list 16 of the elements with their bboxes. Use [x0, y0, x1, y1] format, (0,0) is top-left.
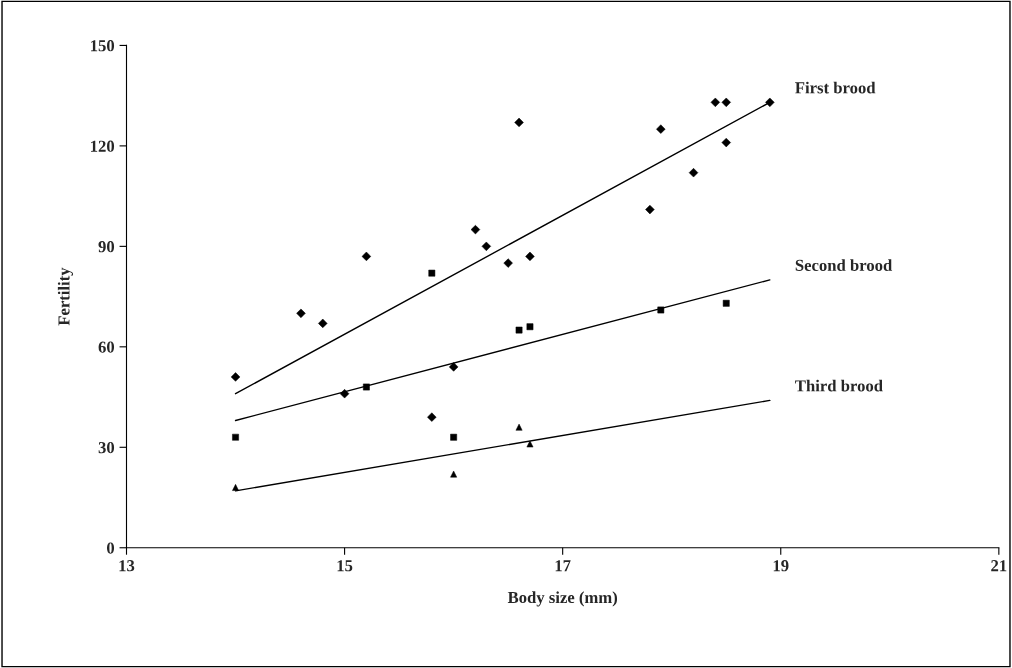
series-label: Second brood [795, 259, 893, 271]
y-tick-label: 120 [91, 140, 115, 152]
x-tick-label: 17 [555, 560, 571, 572]
x-tick-label: 21 [991, 560, 1007, 572]
x-tick-label: 19 [773, 560, 789, 572]
y-axis-title: Fertility [57, 267, 74, 326]
series-label: First brood [795, 81, 876, 94]
series-label: Third brood [795, 379, 883, 392]
x-axis-title: Body size (mm) [507, 591, 618, 607]
y-tick-label: 30 [98, 441, 115, 454]
y-tick-label: 0 [107, 542, 115, 554]
y-tick-label: 60 [98, 341, 115, 353]
x-tick-label: 13 [119, 560, 135, 572]
y-tick-label: 150 [91, 40, 115, 52]
y-tick-label: 90 [98, 241, 115, 253]
x-tick-label: 15 [337, 560, 353, 572]
